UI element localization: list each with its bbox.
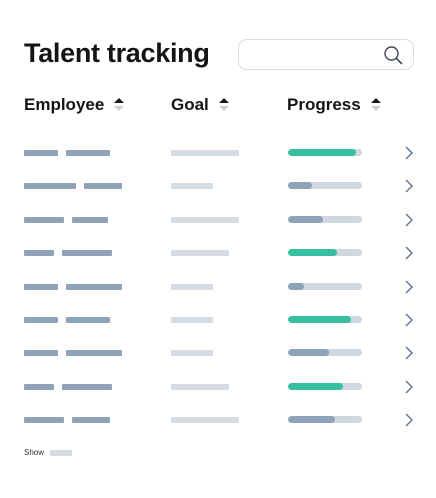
progress-fill (288, 416, 335, 424)
chevron-right-icon[interactable] (403, 313, 415, 327)
chevron-right-icon[interactable] (403, 213, 415, 227)
employee-table (0, 136, 436, 437)
employee-first-name-placeholder (24, 150, 58, 156)
employee-last-name-placeholder (72, 417, 110, 424)
pagination-footer: Show (24, 448, 73, 457)
progress-fill (288, 349, 329, 357)
column-header-progress[interactable]: Progress (287, 94, 381, 116)
chevron-right-icon[interactable] (403, 179, 415, 193)
page-title: Talent tracking (24, 38, 210, 68)
table-row[interactable] (0, 203, 436, 236)
employee-first-name-placeholder (24, 383, 54, 390)
chevron-right-icon[interactable] (403, 346, 415, 360)
employee-last-name-placeholder (66, 350, 122, 357)
progress-fill (288, 215, 323, 223)
column-header-employee[interactable]: Employee (24, 94, 125, 116)
goal-placeholder (171, 183, 213, 190)
chevron-right-icon[interactable] (403, 280, 415, 294)
table-row[interactable] (0, 169, 436, 202)
goal-placeholder (171, 283, 213, 290)
goal-placeholder (171, 350, 213, 357)
column-label: Progress (287, 95, 361, 114)
employee-last-name-placeholder (66, 283, 122, 290)
progress-bar (288, 182, 362, 190)
employee-first-name-placeholder (24, 417, 64, 424)
goal-placeholder (171, 216, 239, 223)
employee-first-name-placeholder (24, 350, 58, 357)
search-input[interactable] (238, 39, 414, 70)
progress-bar (288, 315, 362, 323)
progress-bar (288, 282, 362, 290)
sort-icon[interactable] (114, 98, 125, 112)
search-icon[interactable] (383, 45, 403, 65)
progress-fill (288, 315, 351, 323)
progress-bar (288, 382, 362, 390)
goal-placeholder (171, 250, 229, 257)
progress-fill (288, 182, 312, 190)
employee-last-name-placeholder (84, 183, 122, 190)
chevron-right-icon[interactable] (403, 413, 415, 427)
progress-bar (288, 149, 362, 156)
goal-placeholder (171, 383, 229, 390)
table-row[interactable] (0, 303, 436, 336)
progress-fill (288, 382, 343, 390)
employee-first-name-placeholder (24, 216, 64, 223)
employee-last-name-placeholder (66, 316, 110, 323)
progress-fill (288, 249, 337, 257)
employee-last-name-placeholder (62, 250, 112, 257)
employee-first-name-placeholder (24, 316, 58, 323)
table-header: Employee Goal Progress (0, 94, 436, 118)
table-row[interactable] (0, 236, 436, 269)
sort-icon[interactable] (370, 98, 381, 112)
employee-last-name-placeholder (72, 216, 108, 223)
progress-bar (288, 215, 362, 223)
goal-placeholder (171, 316, 213, 323)
employee-first-name-placeholder (24, 250, 54, 257)
employee-first-name-placeholder (24, 183, 76, 190)
table-row[interactable] (0, 270, 436, 303)
progress-bar (288, 349, 362, 357)
employee-first-name-placeholder (24, 283, 58, 290)
table-row[interactable] (0, 403, 436, 436)
column-label: Employee (24, 95, 105, 114)
table-row[interactable] (0, 136, 436, 169)
chevron-right-icon[interactable] (403, 380, 415, 394)
show-label: Show (24, 448, 45, 457)
goal-placeholder (171, 417, 239, 424)
column-header-goal[interactable]: Goal (171, 94, 229, 116)
table-row[interactable] (0, 336, 436, 369)
employee-last-name-placeholder (62, 383, 112, 390)
sort-icon[interactable] (218, 98, 229, 112)
column-label: Goal (171, 95, 209, 114)
page-size-select[interactable] (50, 449, 73, 456)
employee-last-name-placeholder (66, 150, 110, 156)
progress-bar (288, 249, 362, 257)
progress-fill (288, 149, 357, 156)
progress-bar (288, 416, 362, 424)
goal-placeholder (171, 150, 239, 156)
chevron-right-icon[interactable] (403, 246, 415, 260)
table-row[interactable] (0, 370, 436, 403)
progress-fill (288, 282, 305, 290)
chevron-right-icon[interactable] (403, 146, 415, 160)
